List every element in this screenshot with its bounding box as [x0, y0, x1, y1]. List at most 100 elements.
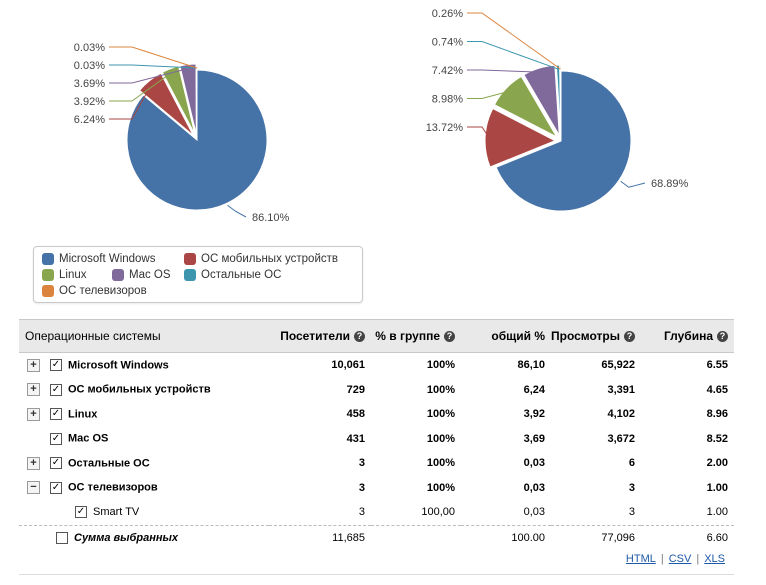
pie-slice[interactable] [161, 65, 196, 135]
cell-visitors: 11,685 [269, 524, 371, 550]
col-header-total-pct[interactable]: общий % [461, 319, 551, 353]
expand-icon[interactable]: + [27, 407, 40, 421]
row-checkbox[interactable]: ✓ [50, 359, 62, 372]
cell-depth: 8.96 [706, 408, 728, 421]
label-connector [227, 204, 247, 218]
help-icon[interactable]: ? [354, 331, 365, 342]
pie-charts: 86.10% 6.24% 3.92% 3.69% 0.03% 0.03% 68.89% 13… [74, 8, 689, 224]
cell-group-pct: 100% [426, 408, 455, 421]
table-row: + ✓ Linux 458 100% 3,92 4,102 8.96 [19, 402, 734, 427]
cell-group-pct: 100% [426, 457, 455, 470]
row-label: Сумма выбранных [74, 531, 178, 544]
pie-slice[interactable] [493, 75, 558, 139]
col-header-os[interactable]: Операционные системы [19, 319, 269, 353]
pie-slice[interactable] [495, 70, 632, 212]
cell-total-pct: 86,10 [517, 359, 545, 372]
label-connector [467, 90, 509, 99]
cell-visitors: 3 [358, 506, 365, 519]
export-html-link[interactable]: HTML [625, 553, 656, 565]
cell-visitors: 10,061 [331, 359, 365, 372]
cell-visitors: 3 [358, 457, 365, 470]
label-connector [109, 46, 198, 69]
export-csv-link[interactable]: CSV [668, 553, 692, 565]
report-table: Операционные системы Посетители? % в гру… [19, 319, 734, 550]
report-table-wrap: Операционные системы Посетители? % в гру… [19, 319, 734, 550]
table-header-row: Операционные системы Посетители? % в гру… [19, 319, 734, 353]
row-checkbox[interactable]: ✓ [50, 383, 62, 396]
legend-label: Mac OS [129, 269, 171, 281]
row-label: Smart TV [93, 506, 140, 519]
cell-depth: 6.55 [706, 359, 728, 372]
sum-checkbox[interactable] [56, 531, 68, 544]
cell-group-pct: 100% [426, 481, 455, 494]
pie-slice-label: 3.69% [74, 78, 105, 90]
legend-swatch [184, 253, 196, 265]
cell-visitors: 729 [346, 383, 365, 396]
legend-item-macos[interactable]: Mac OS [112, 269, 171, 281]
export-xls-link[interactable]: XLS [704, 553, 725, 565]
col-header-depth[interactable]: Глубина? [641, 319, 734, 353]
pie-slice-label: 0.03% [74, 42, 105, 54]
expand-placeholder [27, 432, 40, 445]
legend-label: Microsoft Windows [59, 253, 156, 265]
row-checkbox[interactable]: ✓ [50, 432, 62, 445]
expand-icon[interactable]: + [27, 383, 40, 397]
pie-slice-label: 68.89% [651, 178, 689, 190]
expand-icon[interactable]: + [27, 456, 40, 470]
legend-item-mobile[interactable]: ОС мобильных устройств [184, 253, 338, 265]
pie-slice[interactable] [179, 63, 197, 135]
label-connector [109, 83, 153, 120]
label-connector [109, 64, 197, 69]
row-checkbox[interactable]: ✓ [50, 457, 62, 470]
cell-total-pct: 100.00 [461, 524, 551, 550]
legend-item-tv[interactable]: ОС телевизоров [42, 285, 147, 297]
row-label: Linux [68, 408, 98, 421]
table-subrow: ✓ Smart TV 3 100,00 0,03 3 1.00 [19, 500, 734, 525]
cell-depth: 4.65 [706, 383, 728, 396]
divider [19, 574, 734, 575]
legend-item-other[interactable]: Остальные ОС [184, 269, 281, 281]
cell-visitors: 431 [346, 432, 365, 445]
label-connector [467, 12, 561, 70]
row-checkbox[interactable]: ✓ [50, 481, 62, 494]
cell-views: 6 [628, 457, 635, 470]
pie-slice-label: 0.26% [432, 8, 463, 20]
cell-depth: 1.00 [706, 506, 728, 519]
label-connector [620, 180, 646, 188]
pie-slice-label: 0.03% [74, 60, 105, 72]
legend-swatch [42, 253, 54, 265]
pie-slice[interactable] [559, 64, 562, 136]
table-row: ✓ Mac OS 431 100% 3,69 3,672 8.52 [19, 427, 734, 452]
label-connector [467, 41, 559, 70]
pie-slice-label: 7.42% [432, 65, 463, 77]
cell-total-pct: 0,03 [523, 506, 545, 519]
row-checkbox[interactable]: ✓ [50, 408, 62, 421]
cell-views: 3,672 [607, 432, 635, 445]
cell-visitors: 458 [346, 408, 365, 421]
legend-swatch [42, 285, 54, 297]
help-icon[interactable]: ? [717, 331, 728, 342]
col-header-views[interactable]: Просмотры? [551, 319, 641, 353]
cell-depth: 2.00 [706, 457, 728, 470]
pie-slice-label: 8.98% [432, 94, 463, 106]
label-connector [109, 72, 173, 102]
expand-icon[interactable]: + [27, 358, 40, 372]
col-header-visitors[interactable]: Посетители? [269, 319, 371, 353]
cell-views: 4,102 [607, 408, 635, 421]
row-label: Mac OS [68, 432, 109, 445]
col-header-group-pct[interactable]: % в группе? [371, 319, 461, 353]
pie-slice-label: 6.24% [74, 114, 105, 126]
legend-swatch [112, 269, 124, 281]
row-checkbox[interactable]: ✓ [75, 506, 87, 519]
cell-depth: 6.60 [641, 524, 734, 550]
pie-slice[interactable] [484, 107, 557, 168]
collapse-icon[interactable]: − [27, 481, 40, 495]
help-icon[interactable]: ? [444, 331, 455, 342]
cell-group-pct: 100,00 [421, 506, 455, 519]
pie-slice[interactable] [138, 72, 194, 136]
legend-item-windows[interactable]: Microsoft Windows [42, 253, 156, 265]
help-icon[interactable]: ? [624, 331, 636, 342]
legend-item-linux[interactable]: Linux [42, 269, 87, 281]
pie-slice[interactable] [126, 69, 268, 211]
cell-total-pct: 0,03 [523, 457, 545, 470]
